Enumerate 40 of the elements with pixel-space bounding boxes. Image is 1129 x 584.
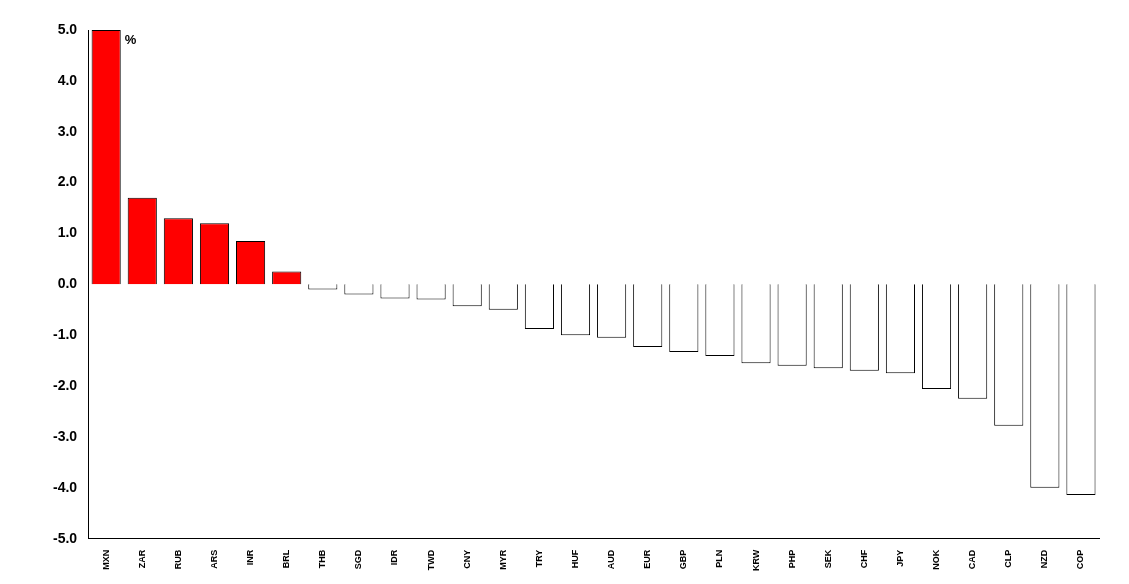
y-tick-label: -3.0 (53, 427, 78, 444)
x-tick-label: RUB (172, 549, 183, 570)
x-tick-label: MXN (100, 549, 111, 570)
x-tick-label: CHF (858, 549, 869, 569)
x-tick-label: JPY (894, 549, 905, 567)
y-tick-label: 3.0 (57, 122, 78, 139)
x-tick-label: ZAR (136, 549, 147, 569)
y-tick-label: -4.0 (53, 478, 78, 495)
x-tick-label: ARS (208, 549, 219, 569)
x-tick-label: THB (317, 549, 328, 569)
y-tick-label: -5.0 (53, 529, 78, 546)
x-tick-label: TRY (533, 549, 544, 568)
x-tick-label: GBP (678, 549, 689, 570)
x-tick-label: PHP (786, 549, 797, 569)
y-tick-label: 5.0 (57, 20, 78, 37)
x-tick-label: NZD (1039, 549, 1050, 569)
x-tick-label: SGD (353, 549, 364, 570)
y-tick-label: 4.0 (57, 71, 78, 88)
x-tick-label: MYR (497, 549, 508, 570)
x-tick-label: NOK (931, 549, 942, 570)
x-tick-label: INR (245, 549, 256, 566)
y-tick-label: 2.0 (57, 173, 78, 190)
x-tick-label: IDR (389, 549, 400, 566)
x-tick-label: HUF (570, 549, 580, 569)
y-tick-label: -2.0 (53, 376, 78, 393)
y-tick-label: -1.0 (53, 326, 78, 343)
x-tick-label: BRL (281, 549, 292, 569)
x-tick-label: CAD (967, 549, 978, 570)
y-tick-label: 1.0 (57, 224, 78, 241)
x-tick-label: EUR (642, 549, 653, 569)
y-tick-label: 0.0 (57, 275, 78, 292)
x-tick-label: CLP (1003, 549, 1014, 568)
x-tick-label: PLN (714, 549, 725, 568)
annotation: % (124, 32, 137, 47)
x-tick-label: COP (1075, 549, 1086, 570)
x-tick-label: KRW (750, 549, 761, 572)
x-tick-label: TWD (425, 549, 436, 571)
x-tick-label: AUD (606, 549, 617, 570)
x-tick-label: CNY (461, 549, 472, 569)
x-tick-label: SEK (822, 549, 833, 569)
